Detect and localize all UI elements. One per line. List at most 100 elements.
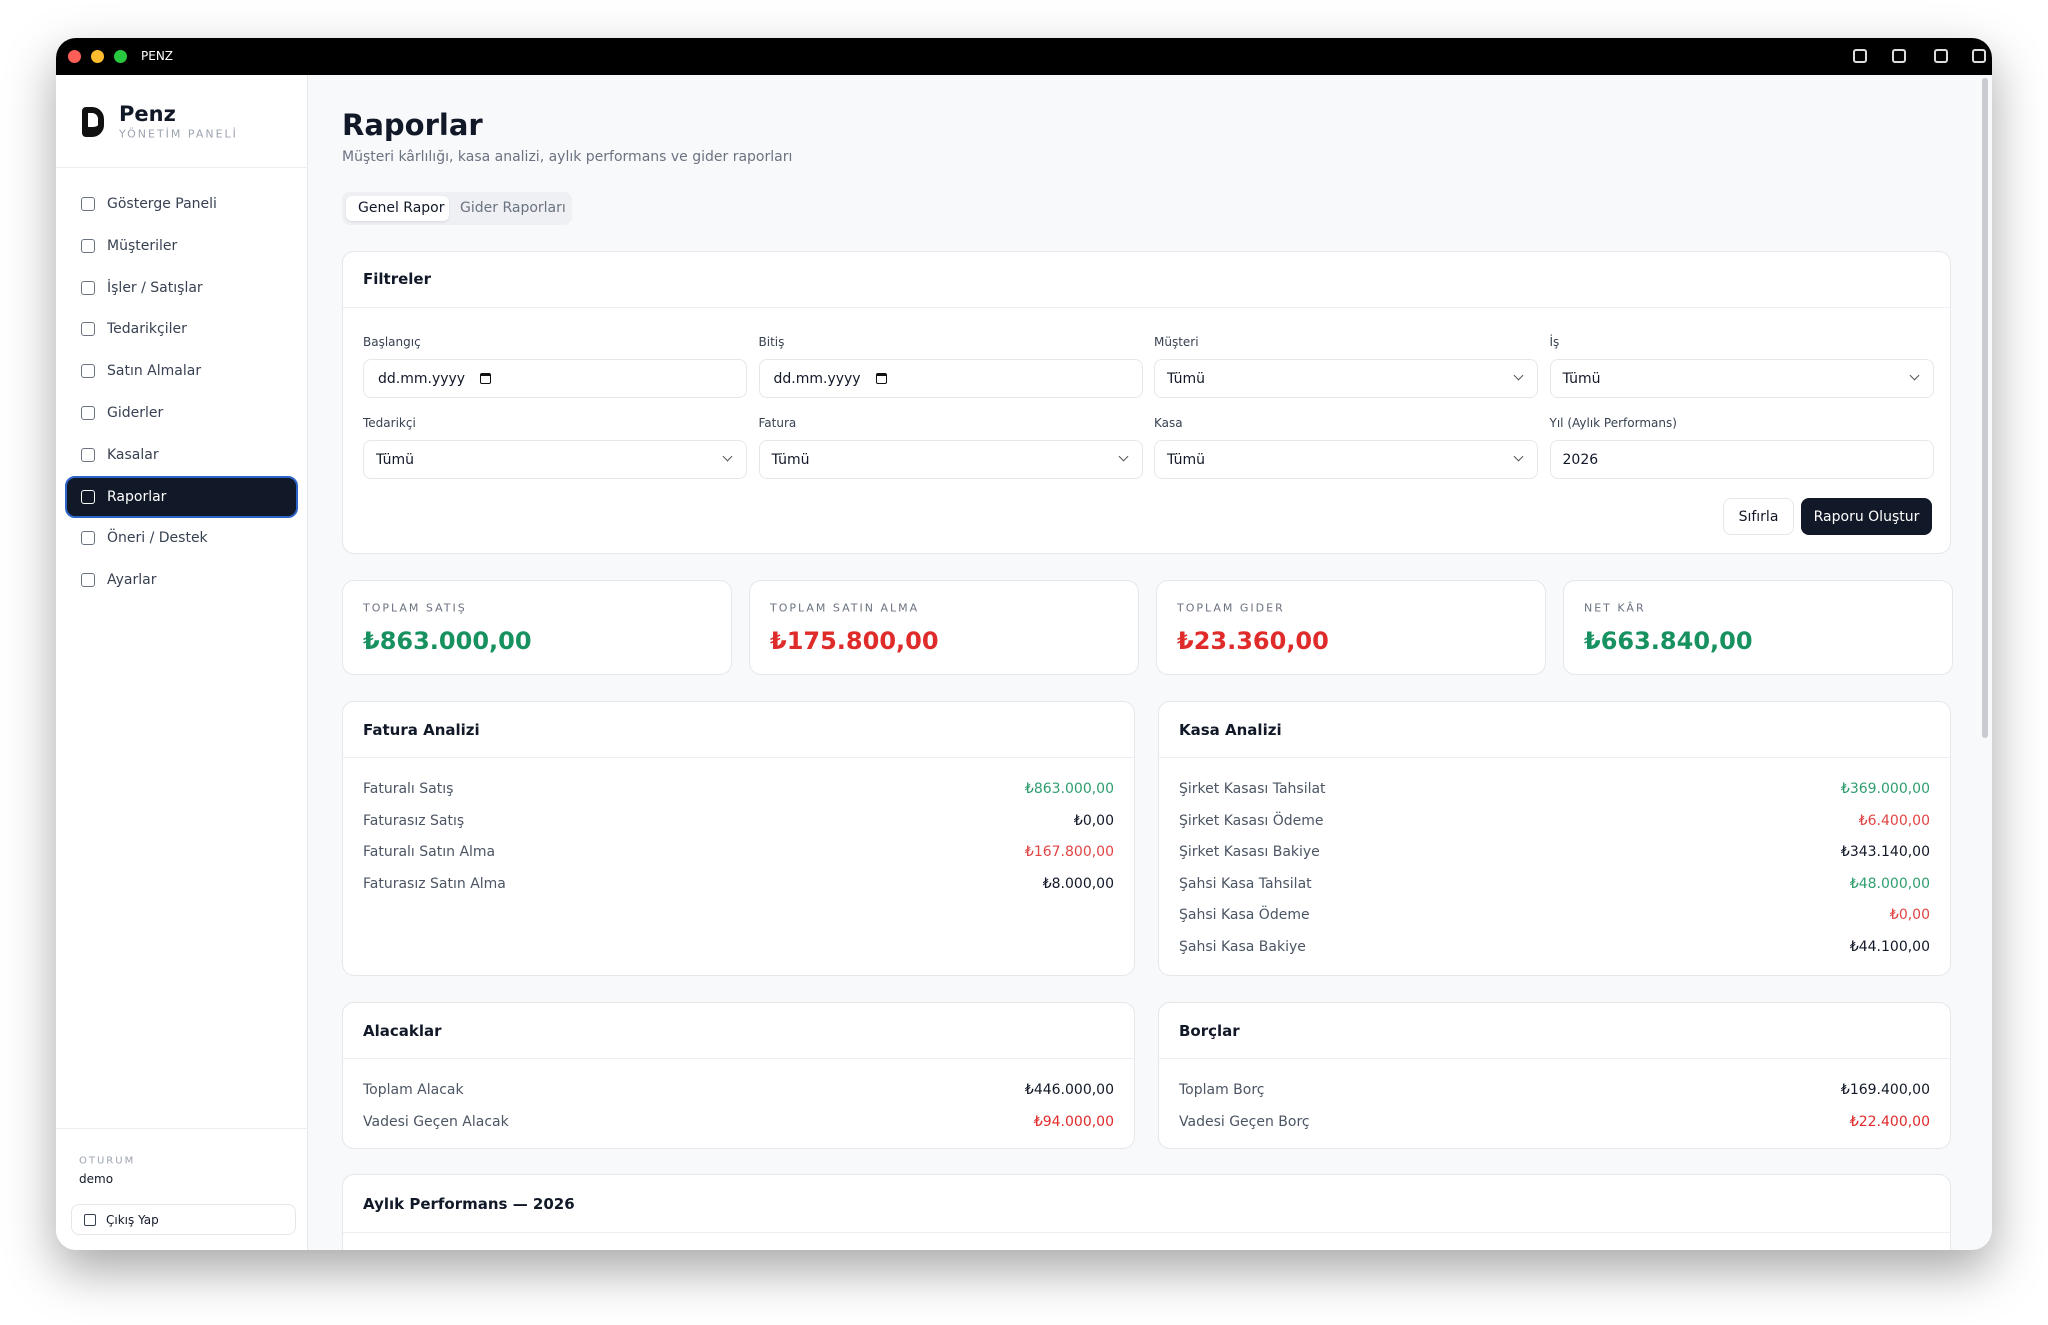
row-label: Şirket Kasası Ödeme xyxy=(1179,812,1324,829)
field-label: Yıl (Aylık Performans) xyxy=(1549,416,1677,430)
panel-title: Kasa Analizi xyxy=(1179,721,1282,739)
nav-item[interactable]: Raporlar xyxy=(107,488,167,505)
nav-item[interactable]: Gösterge Paneli xyxy=(107,196,217,212)
toolbar-icon[interactable] xyxy=(1972,49,1986,63)
logout-button[interactable]: Çıkış Yap xyxy=(71,1204,296,1235)
chevron xyxy=(1118,451,1128,462)
tab[interactable]: Genel Rapor xyxy=(358,200,445,216)
row-value: ₺343.140,00 xyxy=(1840,844,1930,861)
user-name: demo xyxy=(79,1172,114,1186)
row-label: Şahsi Kasa Bakiye xyxy=(1179,939,1306,955)
field-input[interactable]: Tümü xyxy=(1549,359,1934,398)
reset-button[interactable]: Sıfırla xyxy=(1723,498,1794,535)
field-input[interactable]: 2026 xyxy=(1549,440,1934,479)
window-control[interactable] xyxy=(91,50,104,63)
row-value: ₺8.000,00 xyxy=(1042,875,1114,892)
nav-item[interactable]: Öneri / Destek xyxy=(107,530,208,547)
nav-item[interactable]: İşler / Satışlar xyxy=(107,279,203,296)
toolbar-icon[interactable] xyxy=(1934,49,1948,63)
row-label: Faturasız Satın Alma xyxy=(363,875,506,892)
row-label: Toplam Borç xyxy=(1179,1082,1265,1098)
field-value: Tümü xyxy=(1167,452,1206,468)
nav-item[interactable]: Ayarlar xyxy=(107,572,157,589)
tabs: Genel Rapor Gider Raporları xyxy=(342,192,572,225)
nav-icon xyxy=(81,364,95,379)
row-value: ₺369.000,00 xyxy=(1840,781,1930,797)
nav-icon xyxy=(81,197,95,211)
sidebar: Penz YÖNETİM PANELİ Gösterge Paneli Müşteri… xyxy=(56,75,308,1250)
row-value: ₺44.100,00 xyxy=(1849,939,1930,955)
kpi-card: TOPLAM SATIŞ ₺863.000,00 xyxy=(342,580,732,675)
nav-item[interactable]: Satın Almalar xyxy=(107,363,202,380)
field-input[interactable]: Tümü xyxy=(363,440,747,479)
divider xyxy=(343,1232,1950,1233)
chevron xyxy=(1909,370,1919,381)
logout-label: Çıkış Yap xyxy=(106,1213,159,1227)
field-value: 2026 xyxy=(1562,452,1599,468)
kpi-value: ₺663.840,00 xyxy=(1584,627,1753,655)
toolbar-icon[interactable] xyxy=(1853,49,1867,63)
kpi-card: NET KÂR ₺663.840,00 xyxy=(1563,580,1953,675)
panel-card: Fatura Analizi Faturalı Satış ₺863.000,00 F… xyxy=(342,701,1135,976)
kpi-label: TOPLAM GIDER xyxy=(1177,601,1285,615)
row-value: ₺6.400,00 xyxy=(1858,812,1930,829)
field-label: Tedarikçi xyxy=(363,416,416,430)
field-input[interactable]: Tümü xyxy=(758,440,1143,479)
divider xyxy=(343,307,1950,308)
chevron xyxy=(1513,451,1524,462)
row-value: ₺863.000,00 xyxy=(1024,781,1114,797)
toolbar-icon[interactable] xyxy=(1892,49,1906,63)
page-subtitle: Müşteri kârlılığı, kasa analizi, aylık p… xyxy=(342,149,793,165)
kpi-label: TOPLAM SATIŞ xyxy=(363,601,467,615)
nav-active-bg xyxy=(65,475,298,518)
field-input[interactable]: Tümü xyxy=(1154,359,1538,398)
filter-card: Filtreler Başlangıç dd.mm.yyyy Bitiş dd.mm.y… xyxy=(342,251,1951,554)
submit-button[interactable]: Raporu Oluştur xyxy=(1801,498,1932,535)
divider xyxy=(343,1058,1134,1059)
nav-item[interactable]: Tedarikçiler xyxy=(107,321,187,338)
calendar-icon xyxy=(875,373,887,384)
divider xyxy=(1159,757,1950,758)
window-control[interactable] xyxy=(68,50,81,63)
row-value: ₺0,00 xyxy=(1073,812,1114,829)
row-value: ₺167.800,00 xyxy=(1024,844,1114,861)
tab[interactable]: Gider Raporları xyxy=(460,200,566,216)
field-label: İş xyxy=(1549,335,1560,349)
row-label: Şahsi Kasa Ödeme xyxy=(1179,907,1310,924)
monthly-card: Aylık Performans — 2026 xyxy=(342,1174,1951,1250)
field-value: Tümü xyxy=(1167,371,1206,387)
field-value: Tümü xyxy=(771,452,810,468)
window-control[interactable] xyxy=(114,50,127,63)
divider xyxy=(1159,1058,1950,1059)
session-label: OTURUM xyxy=(79,1155,136,1167)
chevron xyxy=(1513,370,1524,381)
panel-card: Alacaklar Toplam Alacak ₺446.000,00 Vadesi … xyxy=(342,1002,1135,1149)
panel-title: Alacaklar xyxy=(363,1022,442,1040)
nav-icon xyxy=(81,573,95,588)
field-input[interactable]: Tümü xyxy=(1154,440,1538,479)
brand: Penz xyxy=(119,102,176,126)
field-input[interactable]: dd.mm.yyyy xyxy=(758,359,1143,398)
nav-item[interactable]: Kasalar xyxy=(107,446,159,463)
row-label: Faturalı Satın Alma xyxy=(363,844,496,861)
field-input[interactable]: dd.mm.yyyy xyxy=(363,359,747,398)
calendar-icon xyxy=(480,373,491,384)
nav-icon xyxy=(81,280,95,295)
row-label: Vadesi Geçen Borç xyxy=(1179,1113,1310,1130)
field-label: Kasa xyxy=(1154,416,1183,430)
kpi-value: ₺863.000,00 xyxy=(363,627,532,655)
scrollbar xyxy=(1982,78,1988,738)
kpi-card: TOPLAM GIDER ₺23.360,00 xyxy=(1156,580,1546,675)
button-label: Raporu Oluştur xyxy=(1813,508,1920,525)
nav-item[interactable]: Müşteriler xyxy=(107,237,178,254)
chevron xyxy=(722,451,733,462)
nav-icon xyxy=(81,406,95,420)
panel-card: Borçlar Toplam Borç ₺169.400,00 Vadesi Geçe… xyxy=(1158,1002,1951,1149)
nav-icon xyxy=(81,489,95,504)
nav-item[interactable]: Giderler xyxy=(107,405,164,421)
title-bar xyxy=(56,38,1992,75)
row-value: ₺48.000,00 xyxy=(1849,875,1930,892)
divider xyxy=(56,1128,308,1129)
